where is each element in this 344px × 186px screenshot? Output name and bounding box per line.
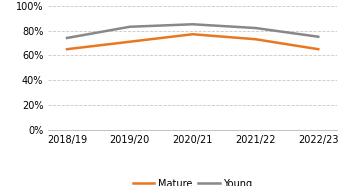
Young: [128, 26, 132, 28]
Mature: [254, 38, 258, 40]
Mature: [128, 41, 132, 43]
Young: [65, 37, 69, 39]
Line: Mature: Mature: [67, 34, 318, 49]
Mature: [191, 33, 195, 35]
Young: [316, 36, 320, 38]
Young: [191, 23, 195, 25]
Young: [254, 27, 258, 29]
Mature: [65, 48, 69, 50]
Legend: Mature, Young: Mature, Young: [129, 175, 257, 186]
Mature: [316, 48, 320, 50]
Line: Young: Young: [67, 24, 318, 38]
